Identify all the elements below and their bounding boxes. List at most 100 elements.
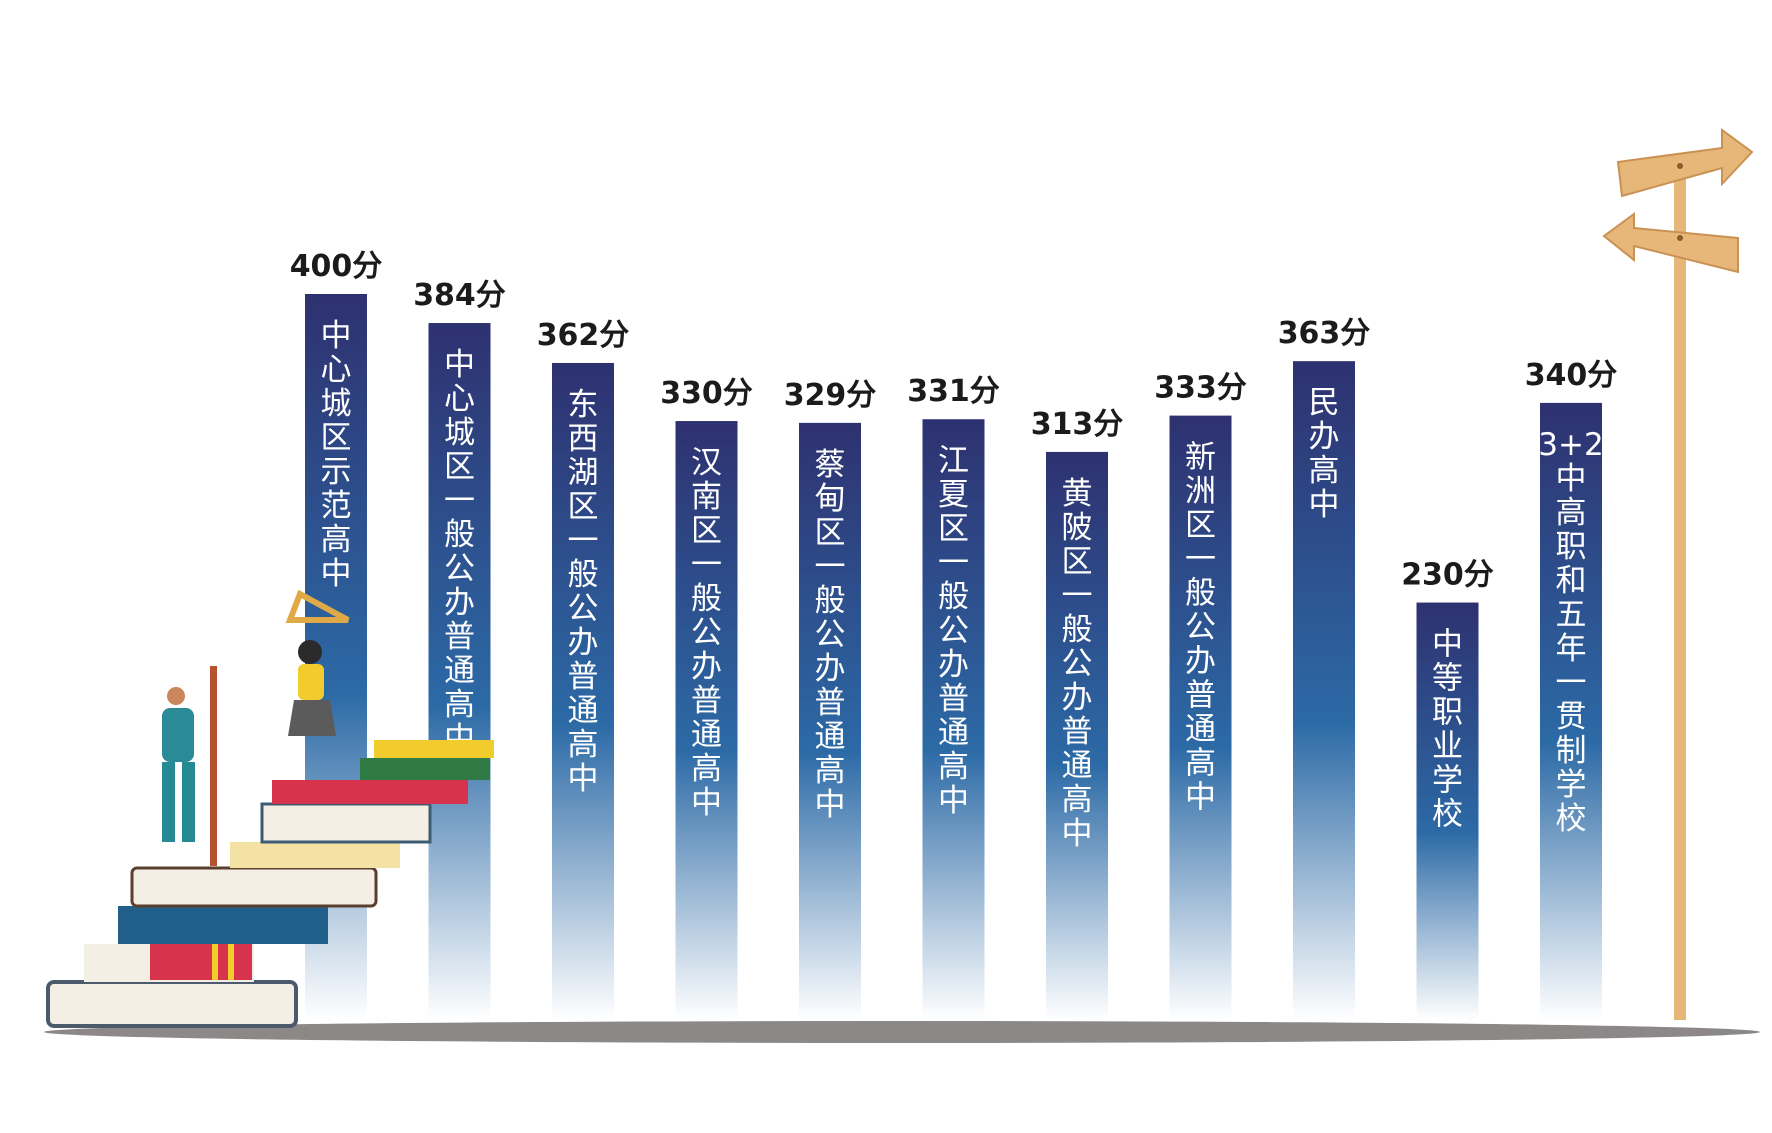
category-label-glyph: 范 [321, 488, 352, 524]
category-label-glyph: 蔡 [815, 447, 846, 483]
books-illustration [46, 589, 494, 1028]
category-label-glyph: 职 [1432, 695, 1463, 731]
value-label: 333分 [1154, 371, 1247, 406]
category-label-glyph: 陂 [1062, 510, 1093, 546]
bar [675, 421, 738, 1020]
value-label: 313分 [1031, 407, 1124, 442]
category-label-glyph: 公 [444, 551, 475, 587]
category-label-glyph: 职 [1556, 529, 1587, 565]
category-label-glyph: 一 [1062, 578, 1093, 614]
category-label-glyph: 中 [1432, 627, 1463, 663]
value-label: 329分 [784, 378, 877, 413]
category-label-glyph: 民 [1309, 385, 1340, 421]
category-label-glyph: 普 [444, 619, 475, 655]
category-label-glyph: 学 [1556, 767, 1587, 803]
category-label-glyph: 制 [1556, 733, 1587, 769]
category-label-glyph: 高 [568, 727, 599, 763]
category-label-glyph: 高 [321, 522, 352, 558]
category-label-glyph: 通 [815, 719, 846, 755]
category-label-glyph: 等 [1432, 661, 1463, 697]
category-label-glyph: 公 [1185, 610, 1216, 646]
category-label-glyph: 中 [321, 318, 352, 354]
category-label-glyph: 校 [1556, 801, 1587, 837]
category-label-glyph: 中 [568, 761, 599, 797]
bar [1540, 402, 1602, 1020]
category-label-glyph: 通 [691, 717, 722, 753]
bar [1169, 415, 1232, 1021]
category-label-glyph: 普 [568, 659, 599, 695]
bar [799, 422, 861, 1020]
category-label-glyph: “3+2” [1522, 427, 1620, 463]
category-label-glyph: 般 [1062, 612, 1093, 648]
category-label-glyph: 区 [815, 515, 846, 551]
category-label-glyph: 甸 [815, 481, 846, 517]
category-label-glyph: 区 [1062, 544, 1093, 580]
category-label-glyph: 般 [444, 517, 475, 553]
category-label-glyph: 办 [815, 651, 846, 687]
category-label-glyph: 一 [444, 483, 475, 519]
category-label-glyph: 年 [1556, 631, 1587, 667]
category-label-glyph: 区 [691, 513, 722, 549]
bar [1046, 451, 1108, 1020]
category-label-glyph: 办 [444, 585, 475, 621]
category-label-glyph: 办 [1309, 419, 1340, 455]
category-label-glyph: 一 [938, 545, 969, 581]
category-label-glyph: 高 [1556, 495, 1587, 531]
category-label-glyph: 般 [691, 581, 722, 617]
bar-series: 400分中心城区示范高中384分中心城区一般公办普通高中362分东西湖区一般公办… [290, 249, 1620, 1021]
category-label-glyph: 洲 [1185, 474, 1216, 510]
category-label-glyph: 一 [1556, 665, 1587, 701]
category-label-glyph: 中 [815, 787, 846, 823]
value-label: 363分 [1278, 316, 1371, 351]
category-label-glyph: 通 [1185, 712, 1216, 748]
category-label-glyph: 区 [321, 420, 352, 456]
category-label-glyph: 业 [1432, 729, 1463, 765]
bar [922, 419, 985, 1020]
category-label-glyph: 心 [444, 381, 475, 417]
bar [552, 362, 614, 1021]
category-label-glyph: 汉 [691, 445, 722, 481]
value-label: 331分 [907, 374, 1000, 409]
category-label-glyph: 办 [1062, 680, 1093, 716]
bar [1293, 361, 1355, 1020]
category-label-glyph: 通 [1062, 748, 1093, 784]
bar [1416, 602, 1479, 1020]
category-label-glyph: 一 [691, 547, 722, 583]
category-label-glyph: 办 [691, 649, 722, 685]
value-label: 230分 [1401, 558, 1494, 593]
category-label-glyph: 般 [1185, 576, 1216, 612]
category-label-glyph: 区 [444, 449, 475, 485]
category-label-glyph: 高 [691, 751, 722, 787]
category-label-glyph: 办 [938, 647, 969, 683]
category-label-glyph: 高 [815, 753, 846, 789]
category-label-glyph: 公 [1062, 646, 1093, 682]
category-label-glyph: 中 [444, 347, 475, 383]
category-label-glyph: 普 [1062, 714, 1093, 750]
category-label-glyph: 贯 [1556, 699, 1587, 735]
category-label-glyph: 公 [815, 617, 846, 653]
category-label-glyph: 夏 [938, 477, 969, 513]
bar [428, 323, 491, 1020]
category-label-glyph: 普 [938, 681, 969, 717]
category-label-glyph: 中 [938, 783, 969, 819]
category-label-glyph: 高 [1309, 453, 1340, 489]
category-label-glyph: 示 [321, 454, 352, 490]
category-label-glyph: 南 [691, 479, 722, 515]
category-label-glyph: 般 [938, 579, 969, 615]
category-label-glyph: 黄 [1062, 476, 1093, 512]
category-label-glyph: 中 [1185, 780, 1216, 816]
category-label-glyph: 东 [568, 387, 599, 423]
category-label-glyph: 通 [568, 693, 599, 729]
category-label-glyph: 心 [321, 352, 352, 388]
category-label-glyph: 区 [1185, 508, 1216, 544]
category-label-glyph: 城 [444, 415, 475, 451]
category-label-glyph: 区 [938, 511, 969, 547]
value-label: 400分 [290, 249, 383, 284]
category-label-glyph: 一 [568, 523, 599, 559]
category-label-glyph: 中 [1062, 816, 1093, 852]
ground-shadow [44, 1021, 1760, 1043]
category-label-glyph: 中 [1556, 461, 1587, 497]
value-label: 384分 [413, 278, 506, 313]
category-label-glyph: 办 [568, 625, 599, 661]
